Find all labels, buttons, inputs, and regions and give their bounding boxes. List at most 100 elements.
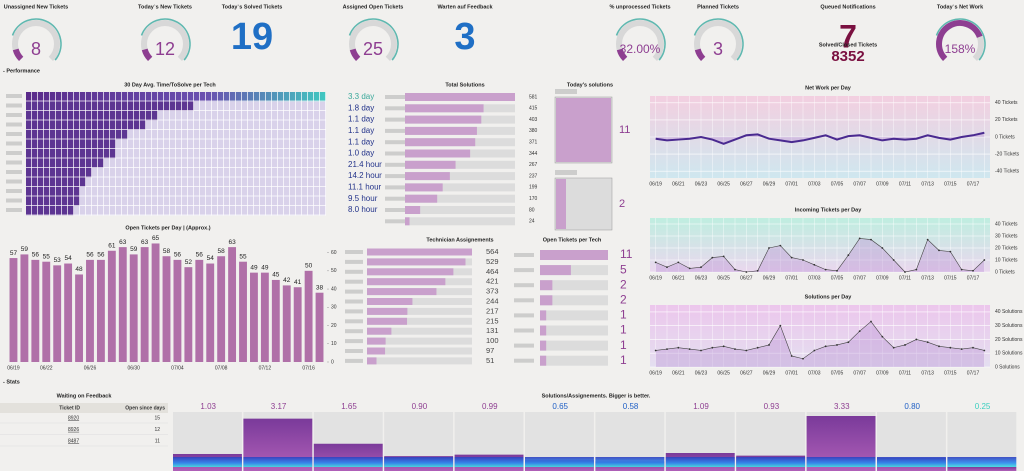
point: [881, 335, 884, 338]
bar: [540, 310, 547, 321]
x-tick-label: 07/03: [808, 275, 821, 281]
name-blur: [345, 289, 363, 294]
tile-band: [173, 457, 242, 467]
y-tick-label: 20 Tickets: [995, 117, 1018, 123]
y-tick-label: 0: [331, 359, 334, 365]
bar: [96, 259, 105, 362]
point: [892, 259, 895, 261]
bar-value: 581: [529, 94, 538, 100]
bar: [367, 347, 386, 355]
x-tick-label: 07/17: [967, 181, 980, 187]
tile-value: 3.33: [834, 402, 850, 411]
bar-value: 403: [529, 117, 538, 123]
bar-value: 415: [529, 106, 538, 112]
point: [926, 341, 929, 344]
point: [836, 344, 838, 346]
point: [824, 268, 827, 271]
point: [858, 237, 861, 240]
x-tick-label: 06/27: [740, 181, 753, 187]
point: [688, 267, 691, 270]
bar: [367, 357, 377, 365]
y-tick-label: 50: [331, 268, 337, 274]
area: [655, 132, 985, 144]
x-tick-label: 06/25: [717, 275, 730, 281]
point: [813, 263, 816, 266]
x-tick-label: 06/23: [695, 370, 708, 376]
name-blur: [345, 329, 363, 334]
bar-value: 48: [75, 266, 83, 273]
x-tick-label: 06/21: [672, 370, 685, 376]
bar: [405, 93, 515, 101]
name-blur: [555, 170, 577, 175]
kpi-title: Assigned Open Tickets: [343, 4, 404, 10]
point: [688, 348, 691, 350]
bar-value: 421: [486, 277, 499, 286]
ticket-link[interactable]: 8920: [68, 415, 79, 421]
tile-band: [384, 457, 454, 467]
area: [655, 321, 985, 367]
tile-value: 0.80: [904, 402, 920, 411]
x-tick-label: 06/26: [84, 365, 97, 371]
point: [870, 238, 872, 241]
tile-band: [525, 457, 594, 467]
x-tick-label: 07/05: [831, 275, 844, 281]
panel-title: Open Tickets per Tech: [543, 237, 602, 243]
tile-value: 1.03: [200, 402, 216, 411]
point: [836, 269, 838, 272]
time-label: 1.1 day: [348, 137, 374, 146]
bar-value: 1: [620, 353, 627, 367]
bar-value: 1: [620, 338, 627, 352]
bar-value: 59: [130, 246, 138, 253]
bar: [162, 256, 171, 362]
bar-value: 11: [620, 247, 633, 261]
bar: [271, 279, 280, 362]
bar-value: 131: [486, 326, 499, 335]
gauge-track: [349, 20, 397, 61]
bar-value: 244: [486, 296, 499, 305]
point: [926, 238, 929, 241]
point: [711, 346, 714, 349]
gauge-outer: [140, 18, 191, 61]
bar: [367, 298, 413, 305]
bar: [405, 217, 410, 226]
panel-title: Technician Assignements: [426, 237, 493, 243]
bar-value: 24: [529, 219, 535, 225]
bar-value: 61: [108, 242, 116, 249]
kpi-title: Today`s Net Work: [937, 4, 984, 10]
bar: [206, 263, 215, 362]
bar: [184, 267, 193, 362]
name-blur: [385, 208, 405, 212]
line: [655, 238, 985, 273]
bar: [540, 355, 547, 366]
tile-value: 1.09: [693, 402, 709, 411]
point: [745, 271, 748, 273]
bar: [540, 280, 553, 291]
bar: [140, 247, 149, 362]
y-tick-label: 20 Solutions: [995, 337, 1023, 343]
bar: [405, 172, 450, 181]
bar-track: [367, 307, 472, 315]
time-label: 11.1 hour: [348, 183, 382, 192]
point: [904, 344, 906, 346]
x-tick-label: 07/03: [808, 181, 821, 187]
kpi-title: Queued Notifications: [820, 4, 875, 10]
bar-track: [540, 265, 608, 276]
bar-value: 56: [196, 252, 204, 259]
point: [700, 349, 702, 352]
panel-title: Total Solutions: [445, 82, 484, 88]
bar-value: 2: [619, 198, 625, 210]
kpi-value: 12: [155, 39, 175, 59]
ticket-link[interactable]: 8926: [68, 427, 79, 433]
bar-value: 63: [119, 239, 127, 246]
name-blur: [345, 269, 363, 274]
y-tick-label: 30 Solutions: [995, 323, 1023, 329]
tile-band: [595, 457, 665, 467]
panel-title: Waiting on Feedback: [57, 393, 113, 399]
name-blur: [514, 328, 534, 333]
name-blur: [345, 309, 363, 314]
kpi-title: % unprocessed Tickets: [609, 4, 670, 10]
time-label: 1.0 day: [348, 149, 374, 158]
bar: [405, 138, 476, 147]
ticket-link[interactable]: 8487: [68, 438, 79, 444]
name-blur: [345, 279, 363, 284]
